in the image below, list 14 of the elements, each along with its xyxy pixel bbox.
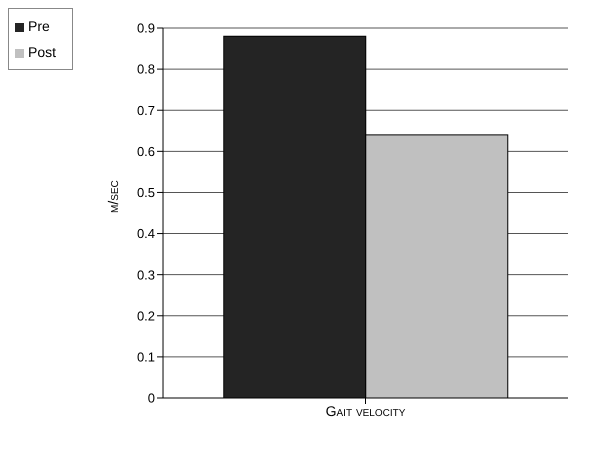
x-tick-label: Gait velocity: [326, 402, 406, 419]
y-tick-label: 0.7: [136, 102, 156, 118]
y-tick-label: 0.9: [136, 20, 156, 36]
y-tick-label: 0.2: [136, 308, 156, 324]
y-tick-label: 0.4: [136, 226, 156, 242]
y-tick-label: 0: [148, 390, 156, 406]
y-tick-label: 0.1: [136, 350, 156, 365]
y-tick-label: 0.3: [136, 267, 156, 282]
legend-label: Pre: [28, 18, 50, 34]
y-axis-title: m/sec: [104, 180, 121, 213]
y-tick-label: 0.8: [136, 62, 156, 77]
y-tick-label: 0.5: [136, 185, 156, 200]
legend-label: Post: [28, 44, 56, 60]
y-tick-label: 0.6: [136, 144, 156, 159]
